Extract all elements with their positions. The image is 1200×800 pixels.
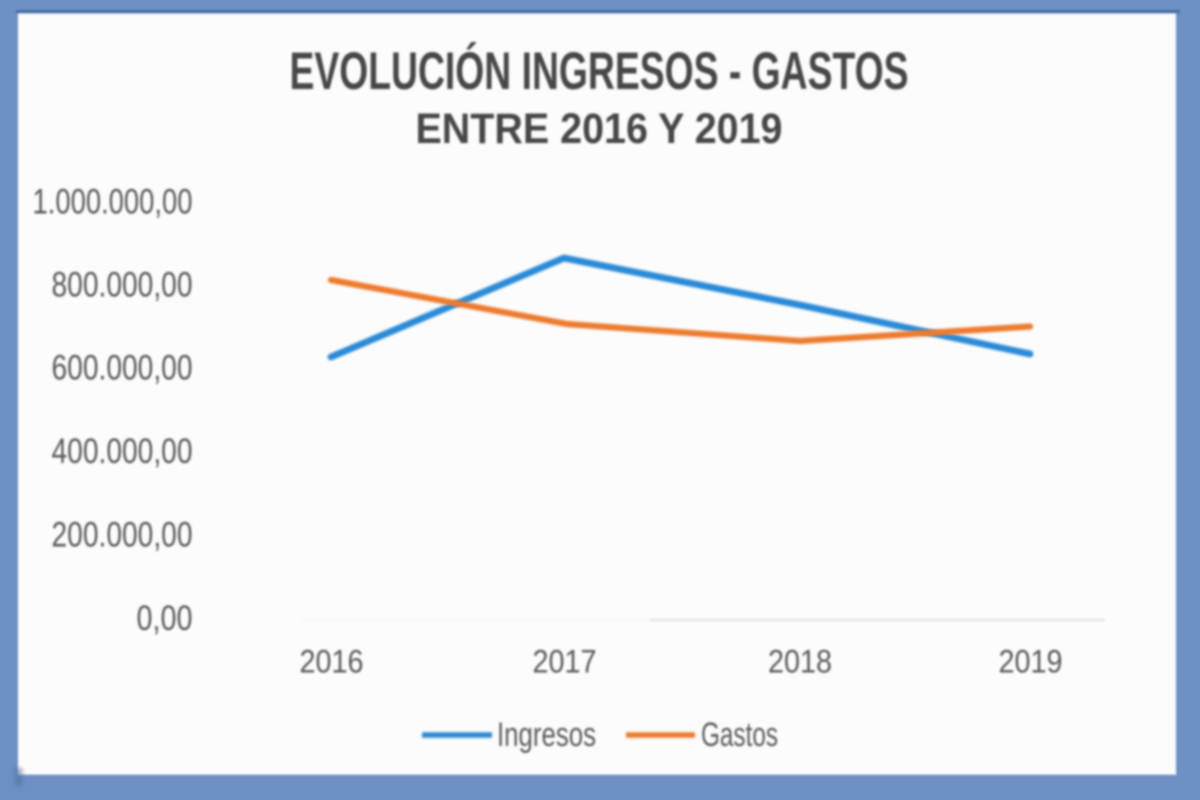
svg-text:Ingresos: Ingresos xyxy=(497,716,596,754)
svg-text:2016: 2016 xyxy=(300,644,364,680)
svg-text:2019: 2019 xyxy=(999,644,1063,680)
svg-text:EVOLUCIÓN INGRESOS - GASTOS: EVOLUCIÓN INGRESOS - GASTOS xyxy=(290,41,909,101)
svg-text:2018: 2018 xyxy=(768,644,832,680)
svg-text:Gastos: Gastos xyxy=(701,716,778,754)
svg-text:2017: 2017 xyxy=(533,644,597,680)
svg-text:1.000.000,00: 1.000.000,00 xyxy=(33,182,193,222)
svg-text:ENTRE 2016 Y 2019: ENTRE 2016 Y 2019 xyxy=(416,105,783,153)
svg-text:400.000,00: 400.000,00 xyxy=(52,431,193,471)
svg-text:200.000,00: 200.000,00 xyxy=(52,515,193,555)
svg-text:600.000,00: 600.000,00 xyxy=(52,348,193,388)
svg-text:0,00: 0,00 xyxy=(137,598,193,638)
svg-text:800.000,00: 800.000,00 xyxy=(52,265,193,305)
